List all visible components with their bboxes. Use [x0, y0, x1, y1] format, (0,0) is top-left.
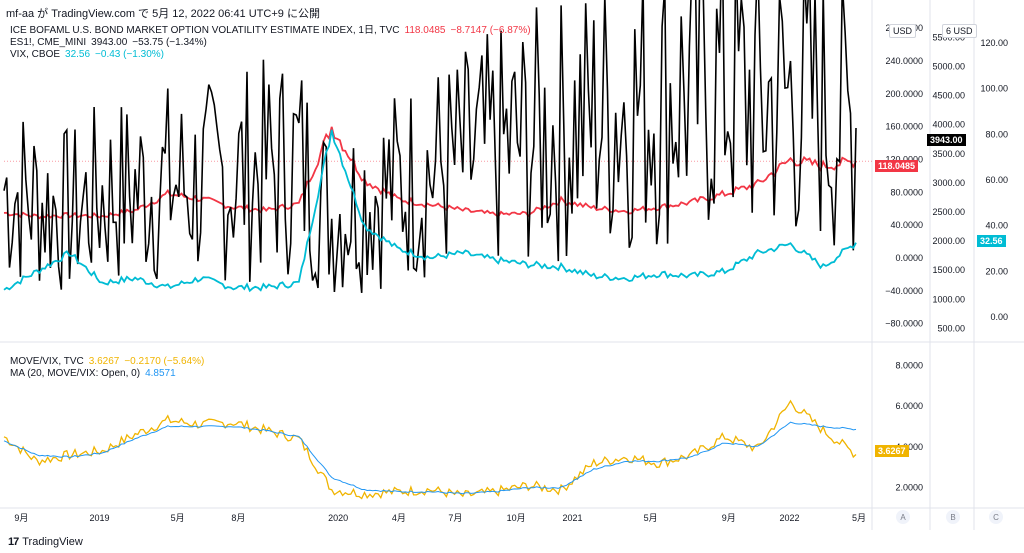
axis-a-tick: −40.0000 — [885, 286, 923, 296]
time-tick: 9月 — [722, 513, 736, 523]
legend-top-row-1[interactable]: ES1!, CME_MINI 3943.00 −53.75 (−1.34%) — [10, 37, 207, 49]
legend-bottom-name: MA (20, MOVE/VIX: Open, 0) — [10, 368, 141, 379]
ratio-ma-line — [3, 421, 857, 495]
axis-a-tick: 120.0000 — [885, 154, 923, 164]
time-tick: 5月 — [171, 513, 185, 523]
axis-a-tick: 240.0000 — [885, 56, 923, 66]
axis-b-tick: 3500.00 — [932, 149, 965, 159]
scale-button-bg — [989, 510, 1003, 524]
legend-bottom-name: MOVE/VIX, TVC — [10, 356, 84, 367]
axis-a-tick: 80.0000 — [890, 187, 923, 197]
time-tick: 9月 — [14, 513, 28, 523]
ratio-price-tag: 3.6267 — [875, 445, 909, 457]
time-tick: 5月 — [644, 513, 658, 523]
axis-c-tick: 80.00 — [985, 129, 1008, 139]
legend-top-row-2[interactable]: VIX, CBOE 32.56 −0.43 (−1.30%) — [10, 49, 164, 61]
time-tick: 7月 — [448, 513, 462, 523]
lower-axis-tick: 8.0000 — [895, 360, 923, 370]
axis-c-tick: 100.00 — [980, 84, 1008, 94]
legend-top-value: 118.0485 — [404, 25, 446, 36]
published-header: mf-aa が TradingView.com で 5月 12, 2022 06… — [6, 8, 320, 20]
axis-c-tick: 60.00 — [985, 175, 1008, 185]
axis-c-tick: 20.00 — [985, 266, 1008, 276]
legend-bottom-value: 4.8571 — [145, 368, 176, 379]
time-tick: 10月 — [507, 513, 526, 523]
vix-price-tag: 32.56 — [977, 235, 1006, 247]
legend-top-name: ICE BOFAML U.S. BOND MARKET OPTION VOLAT… — [10, 25, 400, 36]
axis-b-tick: 5000.00 — [932, 62, 965, 72]
legend-top-change: −8.7147 (−6.87%) — [450, 25, 531, 36]
axis-a-tick: −80.0000 — [885, 319, 923, 329]
axis-a-currency[interactable]: USD — [889, 24, 917, 38]
lower-axis-tick: 6.0000 — [895, 401, 923, 411]
time-tick: 2022 — [780, 513, 800, 523]
axis-b-tick: 1500.00 — [932, 265, 965, 275]
legend-bottom-row-1[interactable]: MA (20, MOVE/VIX: Open, 0) 4.8571 — [10, 368, 181, 380]
axis-b-tick: 2500.00 — [932, 207, 965, 217]
axis-b-currency[interactable]: 6 USD — [942, 24, 977, 38]
legend-bottom-change: −0.2170 (−5.64%) — [124, 356, 205, 367]
axis-a-tick: 200.0000 — [885, 89, 923, 99]
es-price-tag: 3943.00 — [927, 134, 966, 146]
time-tick: 4月 — [392, 513, 406, 523]
tradingview-logo-icon: 17 — [8, 536, 19, 548]
axis-b-tick: 500.00 — [937, 323, 965, 333]
time-tick: 5月 — [852, 513, 866, 523]
es-series-line — [3, 0, 857, 293]
lower-axis-tick: 2.0000 — [895, 483, 923, 493]
legend-top-name: ES1!, CME_MINI — [10, 37, 87, 48]
axis-b-tick: 1000.00 — [932, 294, 965, 304]
scale-button-a: A — [900, 513, 906, 522]
axis-a-tick: 0.0000 — [895, 253, 923, 263]
axis-b-tick: 2000.00 — [932, 236, 965, 246]
legend-top-name: VIX, CBOE — [10, 49, 61, 60]
time-tick: 2021 — [563, 513, 583, 523]
time-tick: 2019 — [89, 513, 109, 523]
axis-c-tick: 40.00 — [985, 221, 1008, 231]
lower-axis-tick: 4.0000 — [895, 442, 923, 452]
axis-a-tick: 160.0000 — [885, 122, 923, 132]
axis-c-tick: 0.00 — [990, 312, 1008, 322]
footer: 17 TradingView — [8, 536, 83, 548]
legend-top-row-0[interactable]: ICE BOFAML U.S. BOND MARKET OPTION VOLAT… — [10, 25, 531, 37]
legend-top-value: 3943.00 — [91, 37, 128, 48]
legend-bottom-value: 3.6267 — [88, 356, 120, 367]
scale-button-bg — [896, 510, 910, 524]
vix-series-line — [3, 129, 857, 293]
axis-b-tick: 4500.00 — [932, 91, 965, 101]
scale-button-b: B — [950, 513, 955, 522]
move-series-line — [3, 126, 857, 220]
legend-top-change: −53.75 (−1.34%) — [132, 37, 207, 48]
time-tick: 8月 — [231, 513, 245, 523]
time-tick: 2020 — [328, 513, 348, 523]
scale-button-bg — [946, 510, 960, 524]
scale-button-c: C — [993, 513, 999, 522]
axis-b-tick: 3000.00 — [932, 178, 965, 188]
axis-c-tick: 120.00 — [980, 38, 1008, 48]
legend-top-value: 32.56 — [65, 49, 91, 60]
legend-bottom-row-0[interactable]: MOVE/VIX, TVC 3.6267 −0.2170 (−5.64%) — [10, 356, 204, 368]
legend-top-change: −0.43 (−1.30%) — [95, 49, 164, 60]
ratio-series-line — [3, 399, 857, 500]
axis-a-tick: 40.0000 — [890, 220, 923, 230]
move-price-tag: 118.0485 — [875, 160, 919, 172]
axis-b-tick: 4000.00 — [932, 120, 965, 130]
brand-name: TradingView — [22, 536, 83, 548]
